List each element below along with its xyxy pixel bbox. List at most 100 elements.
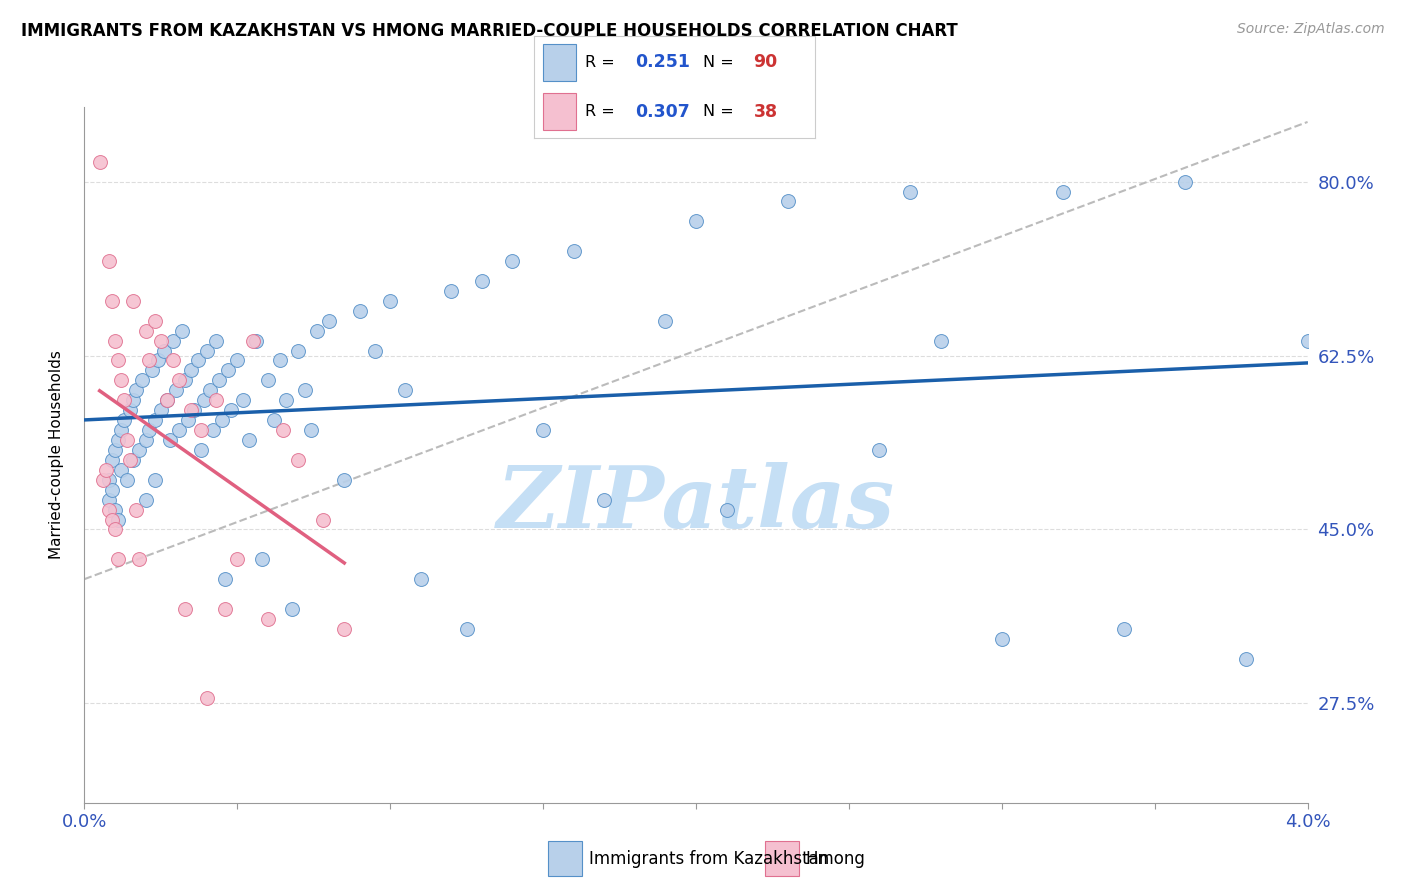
Point [143,473,166,487]
Point [135,324,157,338]
Point [135,433,157,447]
Point [869,442,891,457]
Point [226,552,249,566]
Point [101,293,124,308]
Point [776,194,799,209]
Point [333,622,356,636]
Point [167,373,190,387]
Point [276,393,298,408]
Point [287,453,309,467]
Point [153,343,176,358]
Point [1296,334,1319,348]
Point [186,353,208,368]
Point [110,373,132,387]
Point [177,413,200,427]
Point [104,523,127,537]
Point [593,492,616,507]
Point [219,403,242,417]
Point [141,363,163,377]
Point [174,602,197,616]
Point [318,314,340,328]
Text: N =: N = [703,104,740,120]
Point [104,334,127,348]
Point [380,293,402,308]
FancyBboxPatch shape [543,93,576,130]
Point [269,353,291,368]
Point [143,314,166,328]
Point [172,324,194,338]
Point [364,343,387,358]
Point [120,403,142,417]
FancyBboxPatch shape [543,44,576,81]
Point [162,334,184,348]
Point [214,572,236,586]
Point [226,353,249,368]
Point [898,185,921,199]
Point [287,343,309,358]
Point [149,334,172,348]
Point [180,403,202,417]
Point [107,512,129,526]
FancyBboxPatch shape [765,841,799,876]
Point [112,393,135,408]
Point [122,293,145,308]
Point [242,334,264,348]
Point [107,433,129,447]
Point [159,433,181,447]
Point [214,602,236,616]
Point [110,423,132,437]
Point [115,473,138,487]
Point [294,384,316,398]
Point [162,353,184,368]
Point [299,423,322,437]
Point [131,373,153,387]
Point [125,384,148,398]
Point [531,423,554,437]
Point [333,473,356,487]
Point [101,512,124,526]
Point [156,393,179,408]
Point [107,552,129,566]
Point [190,423,212,437]
Point [104,442,127,457]
Point [120,453,142,467]
Point [97,492,120,507]
Point [208,373,231,387]
Point [138,353,160,368]
Point [107,353,129,368]
Point [205,393,228,408]
Point [305,324,328,338]
Point [193,393,215,408]
Point [217,363,239,377]
Point [198,384,221,398]
Point [97,473,120,487]
Point [89,154,111,169]
Point [205,334,228,348]
Point [146,353,169,368]
Point [195,691,218,706]
Point [190,442,212,457]
Point [1114,622,1136,636]
Text: Hmong: Hmong [806,849,865,868]
Text: 38: 38 [754,103,778,120]
Text: R =: R = [585,54,620,70]
FancyBboxPatch shape [548,841,582,876]
Point [685,214,707,228]
Point [183,403,205,417]
Text: 0.307: 0.307 [636,103,690,120]
Point [128,552,150,566]
Point [250,552,273,566]
Point [167,423,190,437]
Point [257,612,280,626]
Point [97,254,120,268]
Text: ZIPatlas: ZIPatlas [496,462,896,545]
Text: Immigrants from Kazakhstan: Immigrants from Kazakhstan [589,849,828,868]
Point [716,502,738,516]
Point [562,244,585,259]
Point [502,254,524,268]
Point [263,413,285,427]
Point [128,442,150,457]
Point [195,343,218,358]
Point [122,393,145,408]
Text: 90: 90 [754,54,778,71]
